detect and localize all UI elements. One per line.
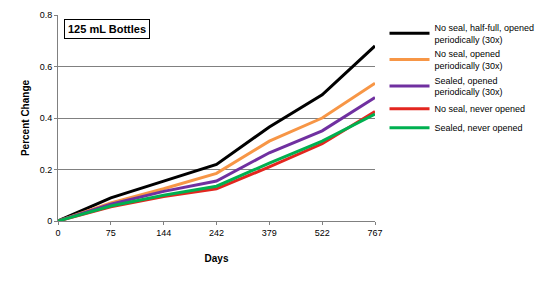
- svg-text:No seal, openedperiodically (3: No seal, openedperiodically (30x): [435, 49, 503, 71]
- svg-text:No seal, never opened: No seal, never opened: [435, 104, 526, 114]
- svg-text:379: 379: [262, 228, 277, 238]
- svg-text:0: 0: [55, 228, 60, 238]
- svg-text:0.2: 0.2: [40, 165, 53, 175]
- svg-text:75: 75: [106, 228, 116, 238]
- svg-text:0.4: 0.4: [40, 113, 53, 123]
- svg-text:242: 242: [209, 228, 224, 238]
- svg-text:0: 0: [47, 216, 52, 226]
- svg-text:0.6: 0.6: [40, 62, 53, 72]
- svg-text:Sealed, openedperiodically (30: Sealed, openedperiodically (30x): [435, 76, 503, 98]
- svg-text:Days: Days: [205, 253, 229, 264]
- svg-text:Sealed, never opened: Sealed, never opened: [435, 123, 523, 133]
- svg-text:144: 144: [156, 228, 171, 238]
- svg-text:Percent Change: Percent Change: [20, 79, 31, 156]
- svg-text:767: 767: [367, 228, 382, 238]
- svg-text:125 mL Bottles: 125 mL Bottles: [68, 23, 146, 35]
- svg-text:No seal, half-full, openedperi: No seal, half-full, openedperiodically (…: [435, 23, 535, 45]
- svg-text:0.8: 0.8: [40, 10, 53, 20]
- svg-text:522: 522: [315, 228, 330, 238]
